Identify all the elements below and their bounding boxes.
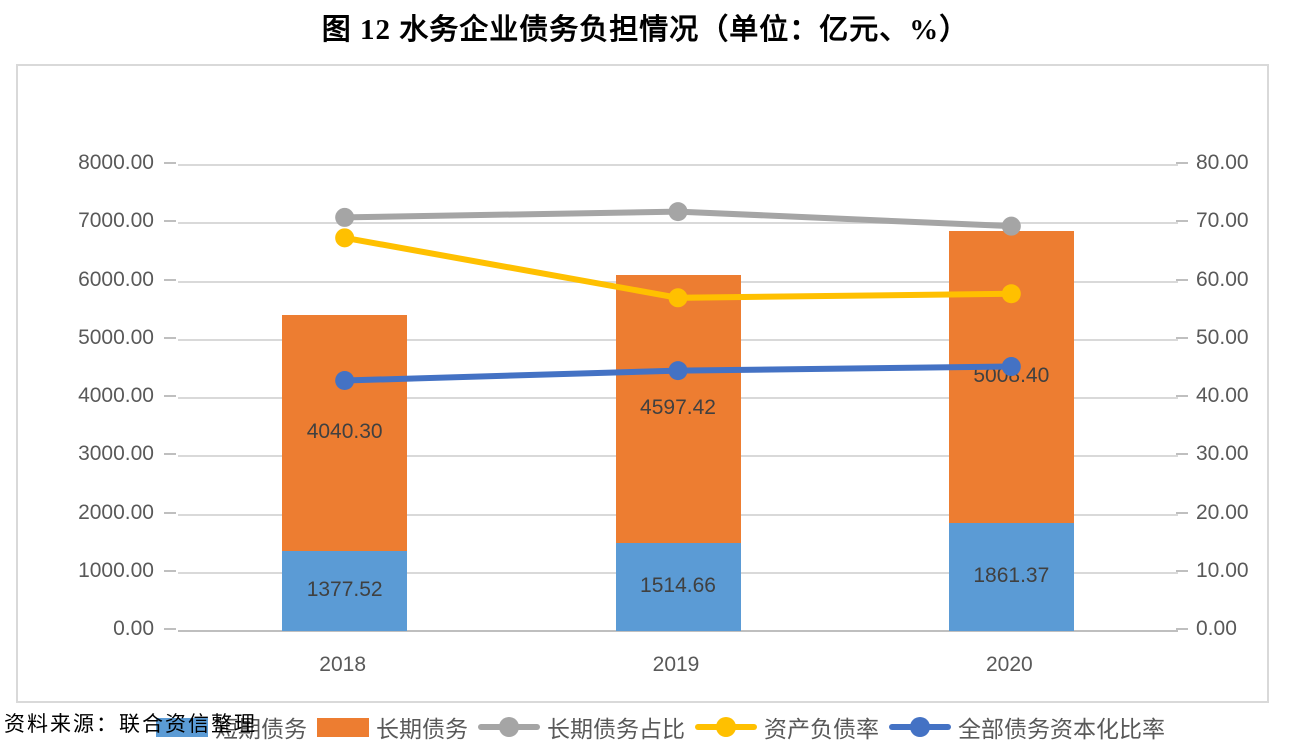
left-axis-label: 1000.00 [78,559,154,582]
long-term-debt-ratio-swatch-icon [478,717,540,737]
right-axis-label: 80.00 [1196,151,1249,174]
bar-value-label: 1514.66 [640,573,716,597]
right-axis-label: 30.00 [1196,442,1249,465]
source-note: 资料来源：联合资信整理 [4,712,257,736]
bar-short-term-debt: 1377.52 [282,550,408,631]
legend-label: 长期债务占比 [547,716,685,742]
legend-item-short-term-debt: 短期债务 [156,710,307,744]
chart-title: 图 12 水务企业债务负担情况（单位：亿元、%） [321,14,970,46]
bar-value-label: 1861.37 [973,563,1050,587]
x-axis-label: 2018 [319,653,367,676]
left-axis-tick [164,570,176,572]
bar-value-label: 4597.42 [640,395,716,419]
short-term-debt-swatch-icon [156,717,208,737]
left-axis-tick [164,337,176,339]
right-axis-tick [1176,453,1188,455]
total-debt-capitalization-ratio-swatch-icon [889,717,951,737]
right-axis-label: 70.00 [1196,209,1249,232]
right-axis-tick [1176,395,1188,397]
right-axis-label: 40.00 [1196,384,1249,407]
bar-value-label: 4040.30 [306,420,383,444]
left-axis-tick [164,220,176,222]
grid-line [178,630,1178,632]
right-axis-tick [1176,220,1188,222]
bar-long-term-debt: 4597.42 [615,274,741,543]
legend-item-asset-liability-ratio: 资产负债率 [695,710,879,744]
legend-label: 长期债务 [376,716,468,742]
right-axis-tick [1176,337,1188,339]
right-axis-tick [1176,279,1188,281]
line-asset-liability-ratio-marker [1001,284,1021,304]
x-axis-label: 2020 [985,653,1033,676]
right-axis-tick [1176,570,1188,572]
legend-label: 全部债务资本化比率 [958,716,1165,742]
bar-short-term-debt: 1514.66 [615,542,741,631]
left-axis-label: 4000.00 [78,384,154,407]
line-long-term-debt-ratio-marker [668,202,688,222]
legend-item-total-debt-capitalization-ratio: 全部债务资本化比率 [889,710,1165,744]
right-axis-tick [1176,162,1188,164]
line-total-debt-capitalization-ratio-marker [335,371,355,391]
left-axis-label: 6000.00 [78,268,154,291]
left-axis-label: 5000.00 [78,326,154,349]
left-axis-tick [164,395,176,397]
left-axis-tick [164,628,176,630]
x-axis-label: 2019 [652,653,700,676]
line-chart-svg [335,202,1021,391]
legend-item-long-term-debt: 长期债务 [317,710,468,744]
left-axis-tick [164,162,176,164]
asset-liability-ratio-swatch-icon [695,717,757,737]
bar-value-label: 1377.52 [306,577,383,601]
left-axis-label: 7000.00 [78,209,154,232]
line-asset-liability-ratio-marker [335,228,355,248]
long-term-debt-swatch-icon [317,717,369,737]
legend-item-long-term-debt-ratio: 长期债务占比 [478,710,685,744]
right-axis-tick [1176,628,1188,630]
left-axis-tick [164,279,176,281]
right-axis-label: 10.00 [1196,559,1249,582]
right-axis-label: 0.00 [1196,617,1237,640]
bar-long-term-debt: 5008.40 [948,230,1074,523]
legend: 短期债务 长期债务 长期债务占比 资产负债率 全部债务资本化比率 [34,710,1287,744]
left-axis-label: 2000.00 [78,501,154,524]
bar-long-term-debt: 4040.30 [282,315,408,551]
left-axis-label: 0.00 [113,617,154,640]
left-axis-tick [164,512,176,514]
right-axis-label: 60.00 [1196,268,1249,291]
legend-label: 资产负债率 [764,716,879,742]
line-asset-liability-ratio-marker [668,288,688,308]
left-axis-label: 8000.00 [78,151,154,174]
grid-line [178,222,1178,224]
line-long-term-debt-ratio-marker [335,207,355,227]
plot-area: 1377.52 4040.30 1514.66 4597.42 1861.37 5008.… [178,164,1178,632]
line-total-debt-capitalization-ratio-marker [668,361,688,381]
bar-short-term-debt: 1861.37 [948,522,1074,631]
line-long-term-debt-ratio-marker [1001,216,1021,236]
left-axis-label: 3000.00 [78,442,154,465]
legend-label: 短期债务 [215,716,307,742]
grid-line [178,164,1178,166]
chart-area: 1377.52 4040.30 1514.66 4597.42 1861.37 5008.… [16,64,1269,742]
line-total-debt-capitalization-ratio-marker [1001,357,1021,377]
right-axis-label: 20.00 [1196,501,1249,524]
left-axis-tick [164,453,176,455]
right-axis-tick [1176,512,1188,514]
right-axis-label: 50.00 [1196,326,1249,349]
